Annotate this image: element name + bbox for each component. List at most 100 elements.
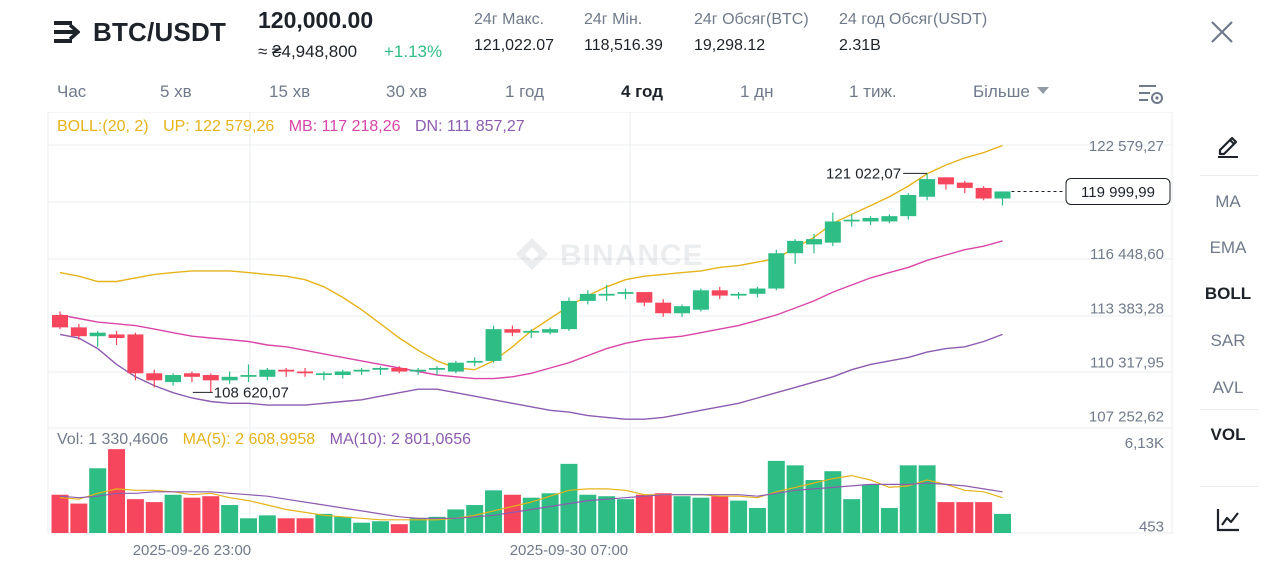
chart-canvas[interactable]: BINANCE 121 022,07 108 620,07 119 999,99 1… xyxy=(0,111,1175,562)
header: BTC/USDT 120,000.00 ≈ ₴4,948,800 +1.13% … xyxy=(0,0,1280,72)
volume-bar xyxy=(51,494,69,533)
candle-body xyxy=(278,369,295,372)
candle xyxy=(824,212,841,247)
volume-bar xyxy=(767,460,785,533)
boll-lines xyxy=(59,144,1003,420)
indicator-avl[interactable]: AVL xyxy=(1212,378,1244,397)
candle xyxy=(89,330,106,347)
boll-mb-value: MB: 117 218,26 xyxy=(288,118,401,135)
candle-body xyxy=(70,327,87,337)
volume-bar xyxy=(937,502,955,533)
pair-title[interactable]: BTC/USDT xyxy=(93,17,227,47)
volume-bar xyxy=(786,465,804,533)
volume-bar xyxy=(409,518,427,533)
candle-body xyxy=(89,332,106,337)
indicator-sidebar: MA EMA BOLL SAR AVL VOL xyxy=(1196,112,1260,552)
interval-tab-15m[interactable]: 15 хв xyxy=(269,82,311,101)
candle xyxy=(52,311,68,330)
volume-bar xyxy=(598,496,616,533)
candle-body xyxy=(504,329,521,333)
candle-body xyxy=(862,217,879,222)
more-label: Більше xyxy=(973,82,1030,101)
price-tick-label: 107 252,62 xyxy=(1089,408,1164,425)
volume-bar xyxy=(880,507,898,533)
candle xyxy=(297,367,314,377)
stat-label: 24 год Обсяг(USDT) xyxy=(839,11,988,28)
volume-bar xyxy=(975,502,993,533)
candle xyxy=(70,323,87,340)
volume-bar xyxy=(485,490,503,533)
volume-bar xyxy=(353,522,371,533)
candle-body xyxy=(429,367,445,370)
pencil-icon[interactable] xyxy=(1214,130,1242,158)
interval-tab-1d[interactable]: 1 дн xyxy=(740,82,774,101)
stat-label: 24г Макс. xyxy=(474,11,545,28)
candle-body xyxy=(410,369,427,372)
time-tick-label: 2025-09-26 23:00 xyxy=(133,542,251,559)
candle xyxy=(410,367,427,376)
close-icon[interactable] xyxy=(1208,18,1236,46)
volume-bar xyxy=(805,480,823,533)
stat-value: 118,516.39 xyxy=(584,37,663,54)
volume-bar xyxy=(843,499,861,533)
caret-down-icon xyxy=(1036,87,1049,94)
candle-body xyxy=(674,306,691,314)
candle-body xyxy=(447,362,464,372)
candle xyxy=(692,288,709,312)
sidebar-divider xyxy=(1200,409,1258,410)
candle xyxy=(221,371,238,384)
boll-params: BOLL:(20, 2) xyxy=(57,118,149,135)
volume-bar xyxy=(428,516,446,533)
candle xyxy=(617,288,634,300)
binance-watermark: BINANCE xyxy=(516,238,703,272)
indicator-sar[interactable]: SAR xyxy=(1210,331,1246,350)
interval-tab-time[interactable]: Час xyxy=(57,82,87,101)
candle xyxy=(542,327,559,335)
interval-tab-4h[interactable]: 4 год xyxy=(621,82,663,101)
interval-tab-1h[interactable]: 1 год xyxy=(505,82,545,101)
volume-bar xyxy=(617,499,634,533)
candle-body xyxy=(975,187,992,199)
price-tick-label: 116 448,60 xyxy=(1090,246,1164,263)
indicator-vol[interactable]: VOL xyxy=(1210,425,1246,444)
stat-value: 19,298.12 xyxy=(694,37,766,54)
volume-bar xyxy=(277,518,295,533)
high-price-label: 121 022,07 xyxy=(826,165,901,182)
indicator-ema[interactable]: EMA xyxy=(1209,238,1247,257)
indicator-ma[interactable]: MA xyxy=(1215,192,1241,211)
candle xyxy=(202,373,219,393)
candle-body xyxy=(919,179,936,197)
volume-bar xyxy=(202,496,220,533)
volume-bars xyxy=(51,449,1011,533)
volume-bar xyxy=(635,494,653,533)
interval-tab-30m[interactable]: 30 хв xyxy=(386,82,428,101)
volume-bar xyxy=(522,497,540,533)
vol-ma10-value: MA(10): 2 801,0656 xyxy=(329,431,472,448)
stat-label: 24г Мін. xyxy=(584,11,643,28)
candle xyxy=(429,366,445,376)
volume-bar xyxy=(673,496,691,533)
stat-24h-high: 24г Макс. 121,022.07 xyxy=(474,11,554,55)
menu-logo-icon[interactable] xyxy=(54,20,80,44)
sidebar-divider xyxy=(1200,486,1258,487)
kline-chart[interactable]: BINANCE 121 022,07 108 620,07 119 999,99 1… xyxy=(0,111,1175,562)
interval-more-dropdown[interactable]: Більше xyxy=(973,82,1049,102)
indicator-boll[interactable]: BOLL xyxy=(1204,284,1252,303)
chart-settings-icon[interactable] xyxy=(1138,82,1164,106)
volume-bar xyxy=(692,497,710,533)
indicator-chart-icon[interactable] xyxy=(1214,506,1242,534)
vol-value: Vol: 1 330,4606 xyxy=(57,431,169,448)
vol-ma5-line xyxy=(59,474,1003,521)
candle-body xyxy=(202,375,219,381)
boll-mid-line xyxy=(59,240,1003,380)
volume-bar xyxy=(654,493,672,533)
interval-tab-1w[interactable]: 1 тиж. xyxy=(849,82,897,101)
candle-body xyxy=(297,371,314,374)
candle xyxy=(655,299,672,317)
last-price: 120,000.00 xyxy=(258,7,374,33)
candle xyxy=(391,366,408,374)
interval-tab-5m[interactable]: 5 хв xyxy=(160,82,192,101)
stat-label: 24г Обсяг(BTC) xyxy=(694,11,809,28)
candle-body xyxy=(391,367,408,372)
volume-bar xyxy=(240,518,257,533)
